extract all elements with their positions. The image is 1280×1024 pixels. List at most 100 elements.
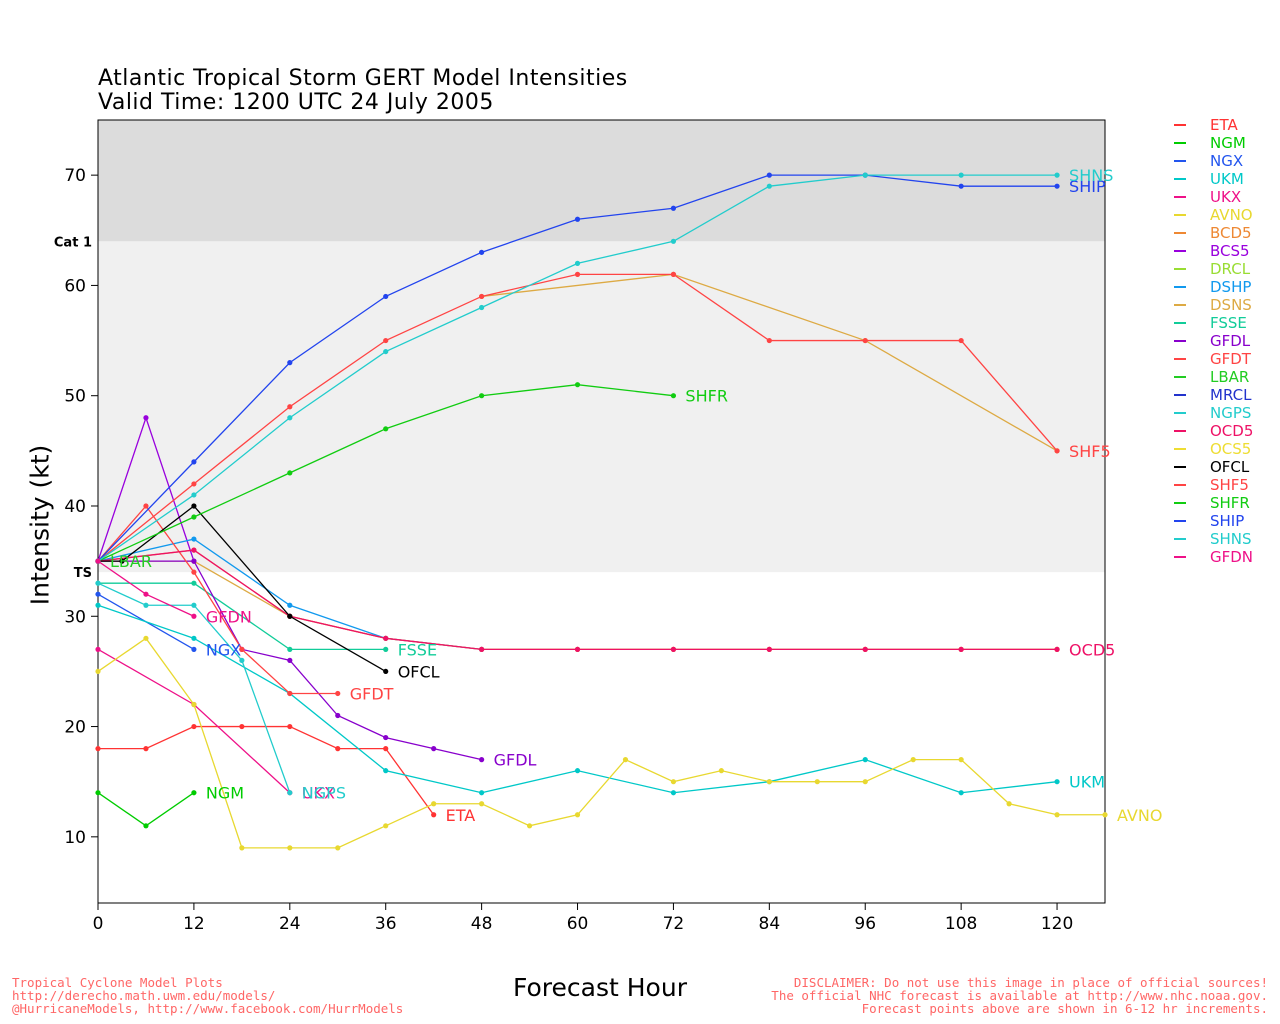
- legend-label: ETA: [1210, 116, 1238, 134]
- data-point-gfdt: [287, 690, 293, 697]
- data-point-ngps: [287, 790, 293, 796]
- data-point-bcs5: [143, 415, 149, 421]
- legend-label: FSSE: [1210, 314, 1247, 332]
- data-point-avno: [670, 779, 677, 785]
- chart-title: Atlantic Tropical Storm GERT Model Inten…: [98, 66, 628, 91]
- legend-swatch: [1174, 340, 1186, 342]
- data-point-gfdl: [479, 757, 485, 763]
- legend-swatch: [1174, 322, 1186, 324]
- data-point-ngps: [239, 657, 245, 663]
- legend-label: BCD5: [1210, 224, 1252, 242]
- data-point-ukm: [95, 602, 101, 608]
- series-end-label: NGX: [206, 640, 241, 659]
- series-end-label: SHIP: [1069, 177, 1106, 196]
- data-point-ukm: [958, 790, 964, 796]
- data-point-eta: [143, 746, 149, 752]
- legend-swatch: [1174, 214, 1186, 216]
- plot-frame: [97, 119, 1106, 904]
- data-point-avno: [383, 823, 389, 829]
- data-point-ship: [958, 183, 964, 189]
- legend-label: DSNS: [1210, 296, 1252, 314]
- legend-label: GFDN: [1210, 548, 1254, 566]
- footer-link[interactable]: @HurricaneModels, http://www.facebook.co…: [12, 1001, 404, 1016]
- data-point-avno: [814, 779, 820, 785]
- data-point-ukm: [574, 768, 581, 774]
- data-point-ukm: [862, 757, 868, 763]
- series-line-dsns: [98, 560, 1058, 651]
- series-end-label: ETA: [446, 806, 476, 825]
- data-point-ocd5: [479, 646, 485, 652]
- series-end-label: AVNO: [1117, 806, 1162, 825]
- data-point-avno: [718, 768, 724, 774]
- disclaimer-line: Forecast points above are shown in 6-12 …: [861, 1001, 1268, 1016]
- legend-swatch: [1174, 160, 1186, 162]
- legend-swatch: [1174, 196, 1186, 198]
- series-line-ukx: [97, 648, 291, 794]
- series-end-label: FSSE: [398, 640, 437, 659]
- footer-line: Tropical Cyclone Model Plots: [12, 975, 223, 990]
- series-end-label: OCD5: [1069, 640, 1115, 659]
- data-point-avno: [958, 757, 964, 763]
- legend-label: DRCL: [1210, 260, 1251, 278]
- data-point-ngm: [95, 790, 101, 796]
- series-end-label: SHFR: [685, 387, 728, 406]
- legend-swatch: [1174, 142, 1186, 144]
- legend-label: NGX: [1210, 152, 1244, 170]
- legend-label: OCS5: [1210, 440, 1252, 458]
- data-point-eta: [287, 723, 293, 730]
- data-point-eta: [431, 812, 437, 818]
- data-point-eta: [95, 746, 101, 752]
- data-point-ofcl: [287, 613, 293, 619]
- data-point-shfr: [574, 382, 581, 388]
- data-point-avno: [143, 635, 149, 641]
- data-point-avno: [574, 812, 581, 818]
- legend-swatch: [1174, 232, 1186, 234]
- data-point-shf5: [958, 337, 964, 344]
- data-point-gfdl: [191, 558, 197, 564]
- data-point-shns: [383, 348, 389, 355]
- data-point-avno: [335, 845, 341, 851]
- data-point-shf5: [383, 337, 389, 344]
- data-point-ukm: [1054, 779, 1060, 785]
- data-point-shfr: [287, 470, 293, 476]
- data-point-avno: [95, 668, 101, 675]
- series-line-gfdl: [98, 560, 482, 761]
- data-point-fsse: [383, 646, 389, 652]
- data-point-avno: [431, 801, 437, 807]
- band-label: TS: [74, 566, 92, 581]
- data-point-shns: [1054, 172, 1060, 178]
- data-point-shns: [766, 183, 772, 189]
- data-point-eta: [191, 723, 197, 730]
- data-point-dshp: [287, 602, 293, 608]
- data-point-shns: [191, 492, 197, 498]
- legend-label: SHNS: [1210, 530, 1252, 548]
- series-end-label: GFDL: [494, 751, 537, 770]
- data-point-ofcl: [383, 668, 389, 675]
- data-point-ship: [574, 216, 581, 222]
- data-point-gfdt: [335, 690, 341, 697]
- data-point-eta: [335, 746, 341, 752]
- series-line-dsns: [481, 273, 1058, 452]
- data-point-avno: [766, 779, 772, 785]
- intensity-band: [98, 120, 1105, 242]
- legend-label: AVNO: [1210, 206, 1253, 224]
- data-point-avno: [526, 823, 533, 829]
- data-point-shf5: [766, 337, 772, 344]
- x-tick-label: 72: [663, 914, 685, 934]
- band-label: Cat 1: [54, 235, 92, 250]
- y-tick-label: 70: [64, 166, 86, 186]
- series-line-gfdt: [97, 504, 338, 695]
- legend-label: OFCL: [1210, 458, 1250, 476]
- legend-label: OCD5: [1210, 422, 1254, 440]
- data-point-gfdl: [335, 712, 341, 719]
- footer-link[interactable]: http://derecho.math.uwm.edu/models/: [12, 988, 276, 1003]
- series-end-label: OFCL: [398, 662, 440, 681]
- data-point-shns: [670, 238, 677, 244]
- legend-swatch: [1174, 250, 1186, 252]
- series-line-ngm: [97, 792, 195, 827]
- legend-swatch: [1174, 430, 1186, 432]
- legend-swatch: [1174, 556, 1186, 558]
- data-point-ship: [383, 293, 389, 300]
- data-point-shns: [574, 260, 581, 266]
